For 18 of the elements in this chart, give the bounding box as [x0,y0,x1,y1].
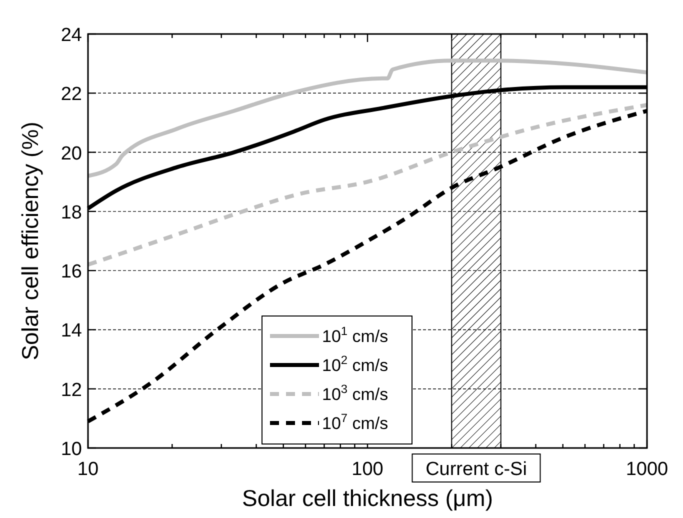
y-axis-title: Solar cell efficiency (%) [17,122,43,360]
band-label: Current c-Si [426,459,527,480]
y-tick-label: 10 [60,439,82,460]
y-tick-label: 22 [60,84,82,106]
legend-label: 10$^{7}$ cm/s [322,411,388,433]
x-axis-title: Solar cell thickness (μm) [242,485,493,511]
y-tick-label: 20 [60,143,82,164]
x-tick-label: 100 [352,459,384,480]
x-tick-label: 10 [77,459,99,480]
y-tick-label: 24 [60,25,82,46]
legend-label: 10$^{3}$ cm/s [322,382,388,404]
y-tick-label: 12 [60,380,82,401]
y-tick-label: 16 [60,262,82,283]
y-tick-label: 14 [60,320,82,342]
y-tick-label: 18 [60,202,82,224]
legend-label: 10$^{1}$ cm/s [322,324,388,346]
legend-label: 10$^{2}$ cm/s [322,353,388,375]
x-tick-label: 1000 [626,459,668,480]
